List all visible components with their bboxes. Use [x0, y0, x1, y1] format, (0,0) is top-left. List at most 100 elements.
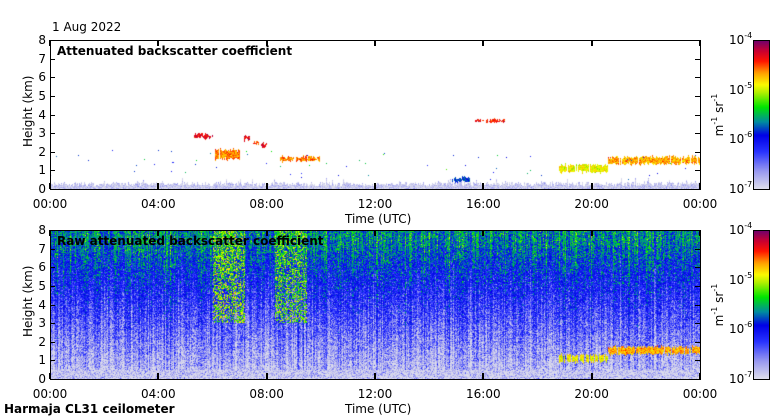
y-tick-label: 8: [38, 223, 46, 237]
y-tick: [695, 304, 700, 306]
x-tick: [374, 230, 376, 236]
x-tick: [374, 40, 376, 46]
x-tick: [699, 183, 701, 189]
y-tick: [50, 95, 55, 97]
colorbar-1: [753, 40, 769, 189]
y-tick-label: 3: [38, 126, 46, 141]
colorbar-tick-label: 10-6: [729, 320, 753, 337]
x-tick: [590, 40, 593, 46]
y-tick-label: 7: [38, 241, 46, 256]
y-tick: [695, 95, 700, 97]
y-tick: [695, 77, 700, 79]
y-tick-label: 1: [38, 163, 46, 178]
colorbar-unit-label: m-1 sr-1: [710, 93, 726, 136]
colorbar-tick-label: 10-5: [729, 80, 753, 97]
x-tick: [49, 230, 51, 236]
y-tick: [50, 304, 55, 306]
y-tick: [50, 341, 55, 343]
y-tick-label: 2: [38, 334, 46, 349]
y-tick: [50, 360, 55, 362]
y-axis-label: Height (km): [21, 265, 35, 337]
y-tick: [695, 151, 700, 153]
colorbar-tick-label: 10-7: [729, 370, 753, 387]
colorbar-tick-label: 10-7: [729, 180, 753, 197]
y-tick-label: 5: [38, 88, 46, 103]
y-tick: [695, 379, 700, 380]
y-tick: [50, 189, 55, 190]
x-tick: [590, 373, 593, 379]
y-tick: [695, 189, 700, 190]
footer-label: Harmaja CL31 ceilometer: [4, 402, 175, 416]
x-tick: [265, 373, 268, 379]
y-tick: [50, 285, 55, 287]
y-tick-label: 8: [38, 33, 46, 47]
x-tick-label: 00:00: [32, 387, 68, 401]
y-tick: [50, 323, 55, 325]
y-tick: [695, 267, 700, 269]
y-tick: [50, 133, 55, 135]
y-tick-label: 4: [38, 107, 46, 122]
y-tick: [50, 230, 55, 231]
y-tick: [695, 323, 700, 325]
y-tick-label: 1: [38, 353, 46, 368]
y-tick-label: 0: [38, 372, 46, 386]
x-tick-label: 04:00: [141, 387, 176, 401]
y-tick-label: 5: [38, 278, 46, 293]
x-tick: [157, 40, 160, 46]
y-tick: [50, 151, 55, 153]
x-tick: [49, 373, 51, 379]
x-tick-label: 12:00: [357, 197, 393, 211]
panel-title-1: Attenuated backscatter coefficient: [57, 44, 293, 58]
x-tick-label: 20:00: [574, 197, 609, 211]
plot-frame-2: [50, 230, 701, 380]
y-tick-label: 0: [38, 182, 46, 196]
x-tick: [157, 373, 160, 379]
colorbar-2: [753, 230, 769, 379]
y-tick: [50, 77, 55, 79]
y-tick-label: 6: [38, 70, 46, 85]
x-tick-label: 00:00: [682, 387, 718, 401]
y-tick: [50, 267, 55, 269]
x-tick-label: 00:00: [682, 197, 718, 211]
x-tick-label: 00:00: [32, 197, 68, 211]
y-tick: [695, 40, 700, 41]
colorbar-tick-label: 10-4: [729, 31, 753, 48]
y-tick-label: 4: [38, 297, 46, 312]
x-tick: [699, 230, 701, 236]
x-tick: [482, 230, 485, 236]
y-tick: [695, 341, 700, 343]
y-tick-label: 7: [38, 51, 46, 66]
y-tick: [50, 40, 55, 41]
x-tick-label: 04:00: [141, 197, 176, 211]
y-tick-label: 3: [38, 316, 46, 331]
colorbar-tick-label: 10-6: [729, 130, 753, 147]
x-tick: [699, 40, 701, 46]
heatmap-1: [50, 40, 700, 189]
x-tick-label: 12:00: [357, 387, 393, 401]
x-tick: [374, 373, 376, 379]
x-tick-label: 16:00: [466, 387, 501, 401]
x-tick: [157, 230, 160, 236]
x-tick: [265, 230, 268, 236]
y-tick: [695, 230, 700, 231]
y-tick: [695, 170, 700, 172]
x-tick: [49, 183, 51, 189]
x-axis-label: Time (UTC): [345, 212, 412, 226]
panel-title-2: Raw attenuated backscatter coefficient: [57, 234, 324, 248]
heatmap-2: [50, 230, 700, 379]
colorbar-tick-label: 10-4: [729, 221, 753, 238]
y-tick: [695, 248, 700, 250]
plot-frame-1: [50, 40, 701, 190]
x-tick: [482, 373, 485, 379]
x-tick: [590, 230, 593, 236]
date-label: 1 Aug 2022: [52, 20, 122, 34]
y-tick: [50, 379, 55, 380]
x-tick: [590, 183, 593, 189]
colorbar-frame: [753, 40, 770, 190]
y-tick: [50, 170, 55, 172]
colorbar-tick-label: 10-5: [729, 270, 753, 287]
y-tick: [695, 360, 700, 362]
x-tick: [482, 183, 485, 189]
x-tick: [374, 183, 376, 189]
